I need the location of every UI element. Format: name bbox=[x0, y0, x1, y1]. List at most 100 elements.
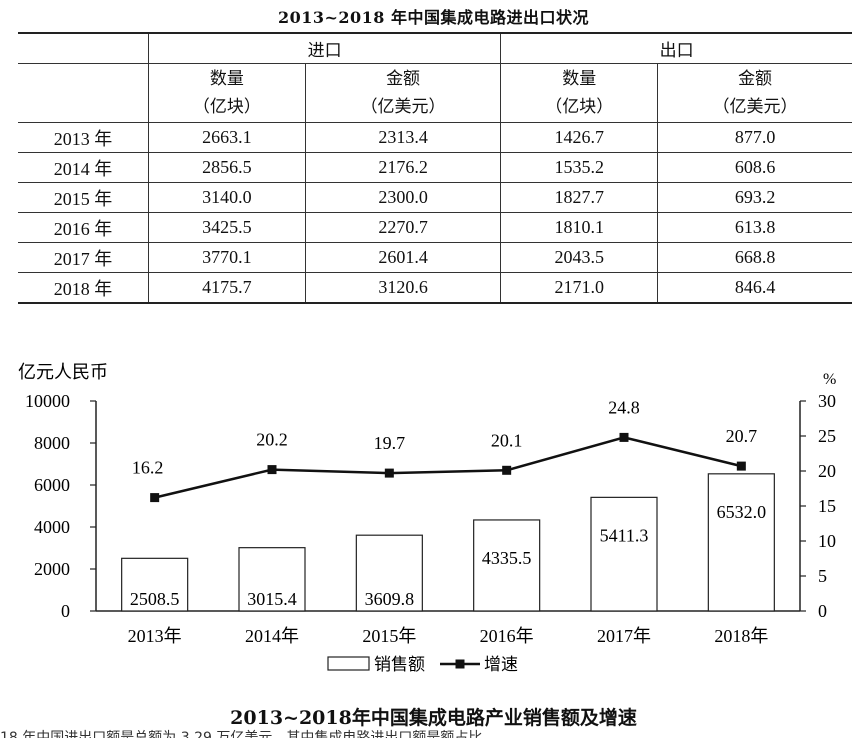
table-cell: 2663.1 bbox=[148, 122, 306, 153]
left-tick-label: 4000 bbox=[34, 517, 70, 537]
table-cell: 2313.4 bbox=[304, 122, 501, 153]
table-row: 2013 年 2663.1 2313.4 1426.7 877.0 bbox=[18, 122, 852, 153]
right-axis-title: % bbox=[823, 371, 836, 388]
table-cell: 2171.0 bbox=[500, 272, 658, 304]
table-row: 2014 年 2856.5 2176.2 1535.2 608.6 bbox=[18, 152, 852, 183]
left-tick-label: 2000 bbox=[34, 559, 70, 579]
table-cell: 608.6 bbox=[657, 152, 852, 183]
legend-bar-swatch bbox=[327, 656, 370, 671]
group-header-import: 进口 bbox=[147, 32, 501, 64]
chart-title: 2013~2018年中国集成电路产业销售额及增速 bbox=[230, 707, 637, 729]
growth-line bbox=[154, 436, 742, 499]
x-tick-label: 2018年 bbox=[714, 626, 768, 646]
bar bbox=[707, 473, 775, 612]
column-header-name: 数量 bbox=[562, 69, 597, 89]
bar bbox=[355, 534, 423, 612]
column-header-name: 金额 bbox=[386, 69, 421, 89]
line-label: 19.7 bbox=[374, 433, 406, 453]
right-tick-label: 20 bbox=[818, 461, 836, 481]
table-cell: 693.2 bbox=[657, 182, 852, 213]
table-cell: 1810.1 bbox=[500, 212, 658, 243]
table-cell: 3120.6 bbox=[304, 272, 501, 304]
line-point bbox=[736, 461, 746, 471]
row-year: 2014 年 bbox=[18, 152, 149, 183]
legend-line-label: 增速 bbox=[484, 655, 518, 675]
column-header: 金额 （亿美元） bbox=[657, 63, 852, 123]
table-cell: 1535.2 bbox=[500, 152, 658, 183]
column-header-name: 金额 bbox=[738, 69, 773, 89]
line-point bbox=[619, 432, 629, 442]
column-header-unit: （亿块） bbox=[192, 97, 261, 117]
row-year: 2017 年 bbox=[18, 242, 149, 273]
left-tick-label: 10000 bbox=[25, 391, 70, 411]
right-tick-label: 30 bbox=[818, 391, 836, 411]
right-tick-label: 10 bbox=[818, 531, 836, 551]
bar-label: 4335.5 bbox=[482, 548, 532, 568]
x-tick-label: 2014年 bbox=[245, 626, 299, 646]
line-label: 16.2 bbox=[132, 458, 164, 478]
column-header-name: 数量 bbox=[209, 69, 244, 89]
bar bbox=[238, 547, 306, 612]
table-cell: 613.8 bbox=[657, 212, 852, 243]
table-cell: 877.0 bbox=[657, 122, 852, 153]
column-header: 数量 （亿块） bbox=[148, 63, 306, 123]
row-year: 2013 年 bbox=[18, 122, 149, 153]
table-cell: 2176.2 bbox=[304, 152, 501, 183]
group-header-export: 出口 bbox=[500, 32, 852, 64]
bar-label: 6532.0 bbox=[717, 502, 767, 522]
table-corner-cell bbox=[18, 32, 149, 64]
bar-label: 3609.8 bbox=[365, 589, 415, 609]
line-point bbox=[384, 468, 394, 478]
table-cell: 668.8 bbox=[657, 242, 852, 273]
table-row: 2018 年 4175.7 3120.6 2171.0 846.4 bbox=[18, 272, 852, 304]
bar-label: 5411.3 bbox=[600, 525, 649, 545]
x-tick-label: 2013年 bbox=[128, 626, 182, 646]
left-tick-label: 6000 bbox=[34, 475, 70, 495]
table-row: 2017 年 3770.1 2601.4 2043.5 668.8 bbox=[18, 242, 852, 273]
line-label: 20.1 bbox=[491, 430, 523, 450]
row-year: 2015 年 bbox=[18, 182, 149, 213]
table-cell: 3425.5 bbox=[148, 212, 306, 243]
left-tick-label: 0 bbox=[61, 601, 70, 621]
table-corner-cell bbox=[18, 63, 149, 123]
table-cell: 2856.5 bbox=[148, 152, 306, 183]
line-point bbox=[502, 465, 512, 475]
table-cell: 2300.0 bbox=[304, 182, 501, 213]
import-export-table: 进口 出口 数量 （亿块） 金额 （亿美元） 数量 （亿块） 金额 （亿美元） 2013… bbox=[18, 32, 852, 304]
table-cell: 2043.5 bbox=[500, 242, 658, 273]
x-tick-label: 2016年 bbox=[480, 626, 534, 646]
table-row: 2015 年 3140.0 2300.0 1827.7 693.2 bbox=[18, 182, 852, 213]
bar-label: 2508.5 bbox=[130, 589, 180, 609]
right-tick-label: 15 bbox=[818, 496, 836, 516]
line-label: 20.7 bbox=[726, 426, 758, 446]
table-cell: 1426.7 bbox=[500, 122, 658, 153]
bar bbox=[121, 557, 189, 612]
x-tick-label: 2015年 bbox=[362, 626, 416, 646]
column-header: 数量 （亿块） bbox=[500, 63, 658, 123]
footer-text: 18 年中国进出口额是总额为 3.29 万亿美元，其中集成电路进出口额是额占比 bbox=[0, 730, 483, 738]
table-cell: 2270.7 bbox=[304, 212, 501, 243]
table-cell: 2601.4 bbox=[304, 242, 501, 273]
left-axis-title: 亿元人民币 bbox=[18, 362, 108, 383]
right-tick-label: 5 bbox=[818, 566, 827, 586]
bar bbox=[590, 496, 658, 612]
table-cell: 4175.7 bbox=[148, 272, 306, 304]
legend-line-marker bbox=[455, 659, 465, 669]
right-tick-label: 25 bbox=[818, 426, 836, 446]
bar-label: 3015.4 bbox=[247, 589, 297, 609]
row-year: 2016 年 bbox=[18, 212, 149, 243]
right-tick-label: 0 bbox=[818, 601, 827, 621]
row-year: 2018 年 bbox=[18, 272, 149, 304]
sales-growth-chart: 0 2000 4000 6000 8000 10000 0 5 10 15 20 25 30 亿元人民币%… bbox=[18, 362, 836, 675]
bar bbox=[473, 519, 541, 612]
table-row: 2016 年 3425.5 2270.7 1810.1 613.8 bbox=[18, 212, 852, 243]
table-cell: 3770.1 bbox=[148, 242, 306, 273]
table-cell: 846.4 bbox=[657, 272, 852, 304]
line-label: 24.8 bbox=[608, 397, 640, 417]
table-cell: 3140.0 bbox=[148, 182, 306, 213]
legend-bar-label: 销售额 bbox=[374, 655, 425, 675]
column-header-unit: （亿块） bbox=[545, 97, 614, 117]
column-header: 金额 （亿美元） bbox=[304, 63, 501, 123]
line-point bbox=[267, 465, 277, 475]
left-tick-label: 8000 bbox=[34, 433, 70, 453]
